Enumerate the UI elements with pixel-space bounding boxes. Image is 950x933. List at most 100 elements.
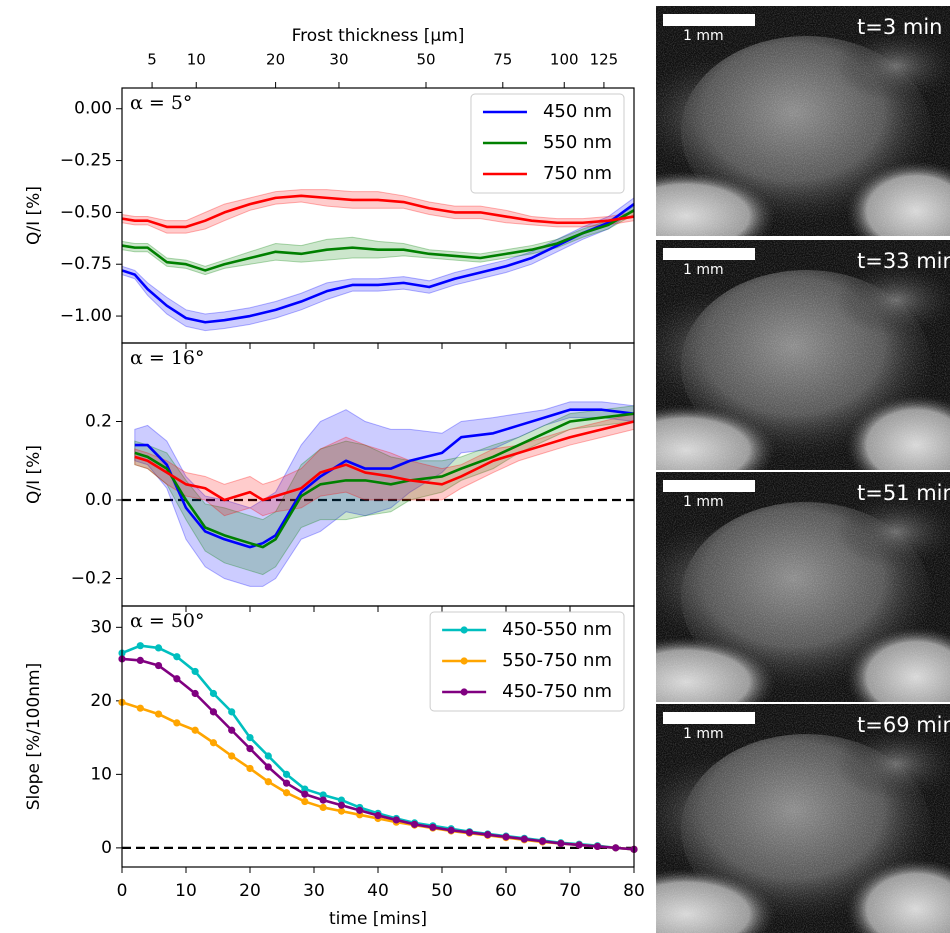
data-point (192, 668, 199, 675)
data-point (320, 804, 327, 811)
data-point (228, 727, 235, 734)
scale-bar (663, 248, 755, 260)
data-point (210, 708, 217, 715)
data-point (265, 752, 272, 759)
x2-tick-label: 10 (187, 51, 206, 69)
data-point (338, 802, 345, 809)
series-line (122, 196, 634, 227)
y-axis-label: Slope [%/100nm] (24, 663, 44, 811)
legend: 450 nm 550 nm 750 nm (471, 94, 624, 193)
x-tick-label: 20 (239, 881, 261, 901)
y-tick-label: 30 (90, 617, 112, 637)
scale-label: 1 mm (683, 262, 724, 278)
scale-bar (663, 14, 755, 26)
panel-annotation: α = 16° (130, 347, 205, 369)
data-point (228, 708, 235, 715)
data-point (283, 771, 290, 778)
legend-marker (461, 688, 468, 695)
scale-bar (663, 712, 755, 724)
data-point (283, 789, 290, 796)
legend-label: 450-550 nm (502, 619, 612, 640)
panel-annotation: α = 50° (130, 610, 205, 632)
scale-bar (663, 480, 755, 492)
data-point (320, 796, 327, 803)
legend-marker (461, 626, 468, 633)
data-point (246, 745, 253, 752)
data-point (265, 778, 272, 785)
data-point (137, 657, 144, 664)
time-label: t=3 min (857, 15, 942, 39)
plot-area: 0.2 0.0 −0.2 Q/I [%] α = 16° (24, 343, 634, 612)
data-point (594, 843, 601, 850)
time-label: t=51 min (857, 481, 950, 505)
data-point (155, 710, 162, 717)
data-point (192, 690, 199, 697)
data-point (411, 821, 418, 828)
legend-marker (461, 657, 468, 664)
data-point (466, 829, 473, 836)
y-tick-label: −1.00 (60, 306, 112, 326)
page: {"chart_data": [ {"type": "line", "annot… (0, 0, 950, 933)
time-label: t=69 min (857, 713, 950, 737)
data-point (521, 835, 528, 842)
panel-annotation: α = 5° (130, 92, 192, 114)
series-line (122, 702, 634, 849)
y-axis-label: Q/I [%] (24, 186, 44, 245)
data-point (557, 840, 564, 847)
data-point (576, 841, 583, 848)
data-point (210, 739, 217, 746)
x-tick-label: 80 (623, 881, 645, 901)
data-point (155, 662, 162, 669)
data-point (210, 690, 217, 697)
x2-tick-label: 100 (550, 51, 579, 69)
data-point (265, 763, 272, 770)
data-point (246, 734, 253, 741)
x2-tick-label: 125 (590, 51, 619, 69)
y-tick-label: −0.75 (60, 254, 112, 274)
y-tick-label: 0.0 (85, 490, 112, 510)
legend-label: 750 nm (543, 163, 612, 184)
data-point (173, 675, 180, 682)
legend-label: 450 nm (543, 101, 612, 122)
data-point (612, 844, 619, 851)
scale-label: 1 mm (683, 28, 724, 44)
data-point (155, 644, 162, 651)
y-tick-label: 20 (90, 691, 112, 711)
x-tick-label: 60 (495, 881, 517, 901)
data-point (137, 705, 144, 712)
data-point (283, 780, 290, 787)
y-tick-label: 10 (90, 764, 112, 784)
data-point (448, 827, 455, 834)
data-point (539, 838, 546, 845)
legend-label: 550 nm (543, 132, 612, 153)
x-tick-label: 0 (117, 881, 128, 901)
data-point (301, 791, 308, 798)
x-tick-label: 50 (431, 881, 453, 901)
data-point (393, 816, 400, 823)
micrograph: 1 mm t=33 min (596, 240, 950, 495)
y-tick-label: 0.00 (74, 99, 112, 119)
data-point (246, 765, 253, 772)
x2-tick-label: 30 (329, 51, 348, 69)
legend-label: 550-750 nm (502, 650, 612, 671)
micrograph: 1 mm t=69 min (596, 704, 950, 933)
x-tick-label: 30 (303, 881, 325, 901)
legend: 450-550 nm550-750 nm450-750 nm (430, 612, 624, 711)
scale-label: 1 mm (683, 494, 724, 510)
x-tick-label: 70 (559, 881, 581, 901)
x2-tick-label: 75 (493, 51, 512, 69)
y-axis-label: Q/I [%] (24, 445, 44, 504)
y-tick-label: −0.50 (60, 202, 112, 222)
y-tick-label: −0.2 (71, 569, 112, 589)
data-point (429, 824, 436, 831)
x2-tick-label: 5 (147, 51, 157, 69)
data-point (356, 807, 363, 814)
micrograph: 1 mm t=51 min (596, 472, 950, 727)
scale-label: 1 mm (683, 726, 724, 742)
x-tick-label: 10 (175, 881, 197, 901)
x2-axis-label: Frost thickness [µm] (292, 26, 465, 46)
x2-tick-label: 20 (266, 51, 285, 69)
time-label: t=33 min (857, 249, 950, 273)
data-point (137, 642, 144, 649)
y-tick-label: 0.2 (85, 412, 112, 432)
